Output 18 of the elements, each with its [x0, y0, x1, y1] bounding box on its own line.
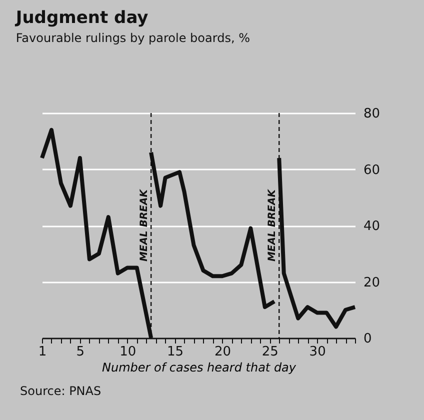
y-tick-label: 40 [364, 219, 380, 234]
x-tick-label: 1 [38, 344, 47, 360]
x-tick-label: 25 [262, 344, 278, 360]
x-tick-label: 20 [214, 344, 231, 360]
x-axis-title: Number of cases heard that day [102, 360, 297, 374]
y-tick-label: 20 [364, 275, 380, 290]
y-tick-label: 0 [364, 332, 372, 346]
ref-line-label: MEAL BREAK [139, 188, 150, 262]
x-tick-label: 30 [309, 344, 326, 360]
x-tick-label: 5 [76, 344, 85, 360]
y-tick-label: 80 [364, 106, 380, 122]
chart-title: Judgment day [14, 8, 148, 28]
x-tick-label: 10 [120, 344, 136, 360]
source-note: Source: PNAS [20, 384, 102, 398]
chart-subtitle: Favourable rulings by parole boards, % [16, 31, 250, 45]
x-tick-label: 15 [167, 344, 184, 360]
ref-line-label: MEAL BREAK [267, 188, 278, 262]
y-tick-label: 60 [364, 162, 380, 178]
